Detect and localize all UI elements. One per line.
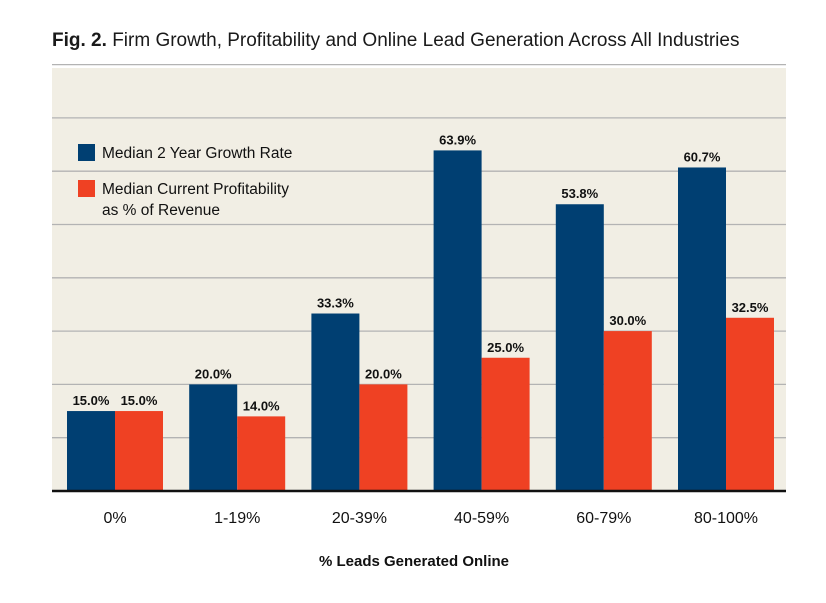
figure-title-text: Firm Growth, Profitability and Online Le… xyxy=(112,30,740,51)
profitability-bar xyxy=(237,416,286,491)
bars xyxy=(67,150,774,491)
growth-bar xyxy=(189,384,238,491)
profitability-bar xyxy=(726,317,774,491)
profitability-bar xyxy=(481,357,530,491)
growth-bar xyxy=(433,150,482,491)
data-label: 15.0% xyxy=(73,393,110,408)
profitability-bar xyxy=(603,331,652,491)
data-label: 30.0% xyxy=(609,313,646,328)
data-label: 32.5% xyxy=(732,300,769,315)
x-tick-label: 1-19% xyxy=(214,510,260,527)
x-tick-label: 60-79% xyxy=(576,510,631,527)
data-label: 20.0% xyxy=(195,366,232,381)
x-tick-label: 80-100% xyxy=(694,510,758,527)
legend: Median 2 Year Growth Rate Median Current … xyxy=(78,144,292,219)
growth-bar xyxy=(311,313,360,491)
legend-swatch-profitability xyxy=(78,180,95,197)
figure-title: Fig. 2. Firm Growth, Profitability and O… xyxy=(52,30,739,52)
x-tick-label: 20-39% xyxy=(332,510,387,527)
figure-label: Fig. 2. xyxy=(52,30,107,51)
legend-label-growth: Median 2 Year Growth Rate xyxy=(102,145,292,162)
data-label: 60.7% xyxy=(684,149,721,164)
data-label: 53.8% xyxy=(561,186,598,201)
x-tick-label: 40-59% xyxy=(454,510,509,527)
data-label: 33.3% xyxy=(317,296,354,311)
growth-bar xyxy=(555,204,604,491)
x-tick-labels: 0% 1-19% 20-39% 40-59% 60-79% 80-100% xyxy=(103,510,758,527)
legend-swatch-growth xyxy=(78,144,95,161)
profitability-bar xyxy=(115,411,163,491)
growth-bar xyxy=(678,167,726,491)
legend-label-profitability: as % of Revenue xyxy=(102,202,220,219)
data-label: 25.0% xyxy=(487,340,524,355)
gridlines xyxy=(52,63,786,439)
plot-background xyxy=(52,68,786,491)
legend-label-profitability: Median Current Profitability xyxy=(102,181,289,198)
x-axis-title: % Leads Generated Online xyxy=(319,553,509,570)
profitability-bar xyxy=(359,384,408,491)
data-label: 15.0% xyxy=(121,393,158,408)
data-label: 63.9% xyxy=(439,132,476,147)
data-labels: 15.0% 15.0% 20.0% 14.0% 33.3% 20.0% 63.9% 25.0%… xyxy=(73,132,769,413)
growth-bar xyxy=(67,411,115,491)
data-label: 14.0% xyxy=(243,398,280,413)
data-label: 20.0% xyxy=(365,366,402,381)
x-tick-label: 0% xyxy=(103,510,126,527)
